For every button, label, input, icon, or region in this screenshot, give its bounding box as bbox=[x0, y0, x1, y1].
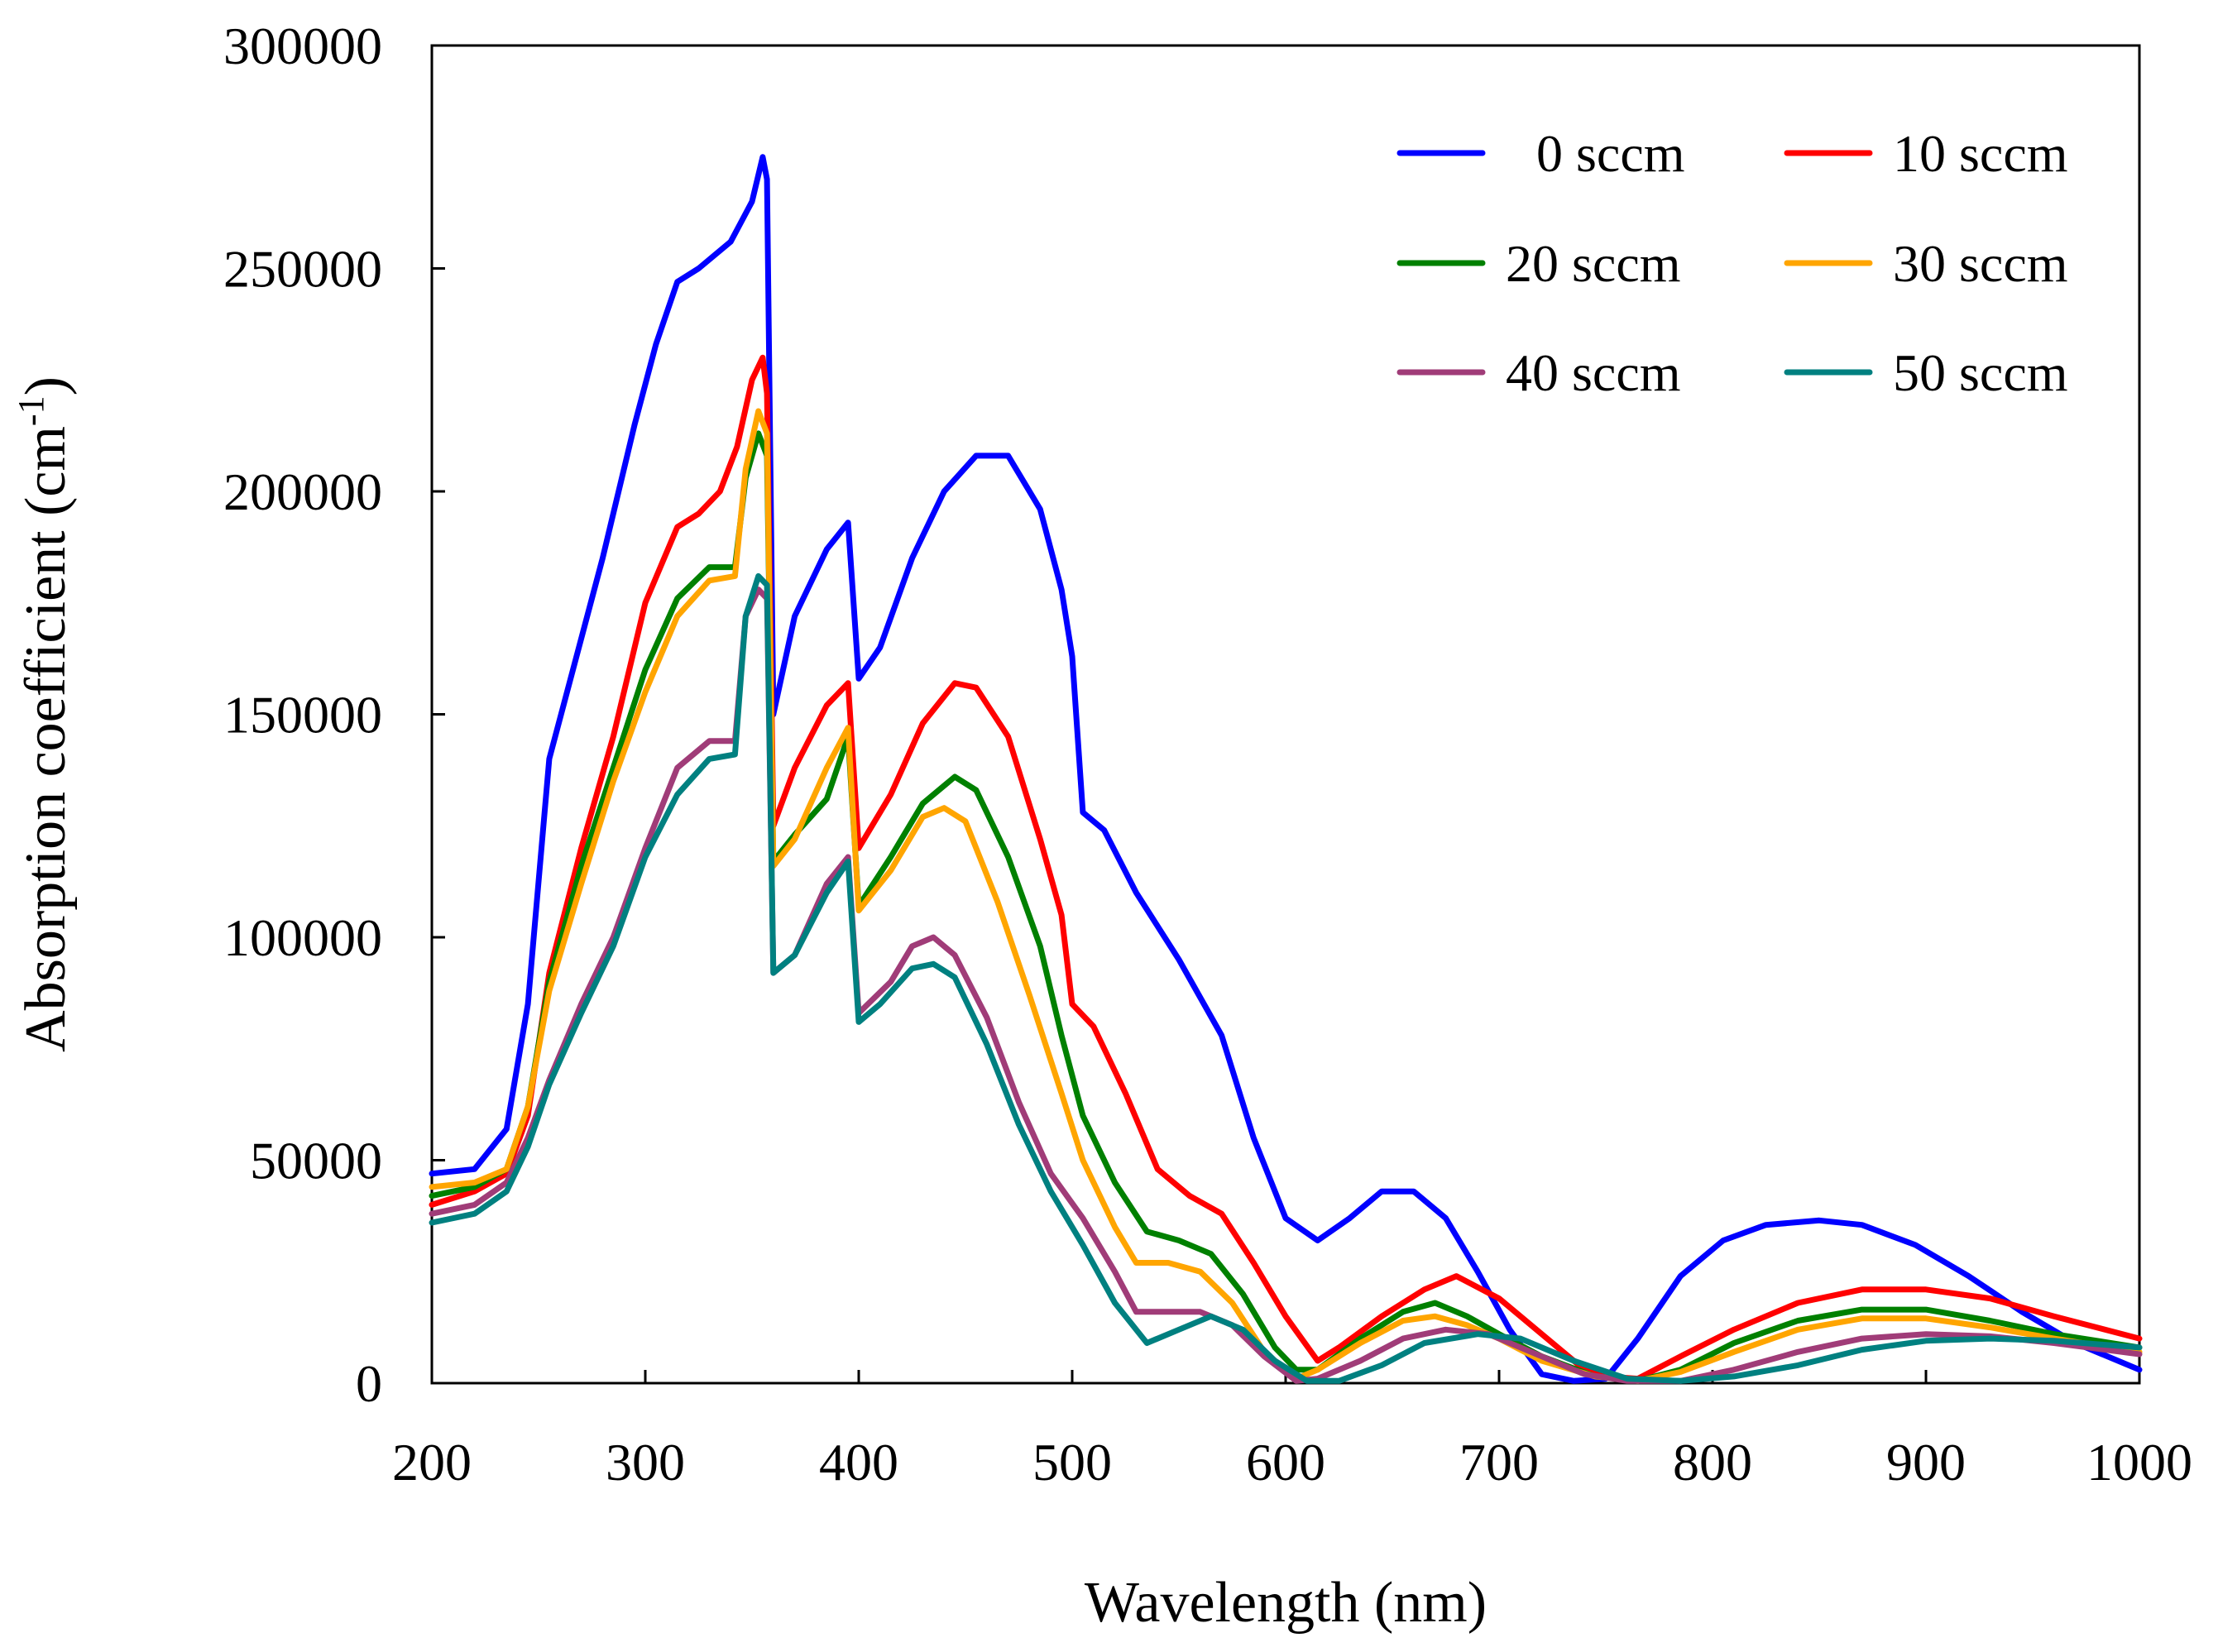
y-tick-label: 50000 bbox=[250, 1132, 382, 1190]
y-axis-title-main: Absorption coefficient (cm bbox=[14, 426, 78, 1052]
x-axis: 200 300 400 500 600 700 800 900 1000 bbox=[392, 1370, 2192, 1492]
y-axis: 0 50000 100000 150000 200000 250000 300000 bbox=[223, 17, 445, 1413]
legend-label: 40 sccm bbox=[1506, 343, 1681, 402]
series-layer bbox=[429, 154, 2143, 1384]
y-tick-label: 200000 bbox=[223, 462, 382, 521]
y-axis-title-superscript: -1 bbox=[11, 395, 51, 426]
legend-label: 30 sccm bbox=[1893, 234, 2068, 293]
x-tick-label: 500 bbox=[1032, 1433, 1112, 1492]
series-line-0-sccm bbox=[429, 154, 2143, 1384]
x-axis-title: Wavelength (nm) bbox=[1085, 1571, 1487, 1635]
legend-label: 50 sccm bbox=[1893, 343, 2068, 402]
plot-frame bbox=[430, 44, 2141, 1385]
y-tick-label: 150000 bbox=[223, 686, 382, 745]
series-line-40-sccm bbox=[429, 587, 2143, 1384]
x-tick-label: 400 bbox=[819, 1433, 898, 1492]
x-tick-label: 800 bbox=[1673, 1433, 1752, 1492]
x-tick-label: 700 bbox=[1459, 1433, 1539, 1492]
x-tick-label: 300 bbox=[606, 1433, 685, 1492]
x-tick-label: 200 bbox=[392, 1433, 472, 1492]
plot-area: 200 300 400 500 600 700 800 900 1000 0 50000 10000… bbox=[223, 17, 2192, 1492]
y-axis-title: Absorption coefficient (cm-1) bbox=[11, 376, 78, 1052]
x-tick-label: 900 bbox=[1886, 1433, 1966, 1492]
x-tick-label: 600 bbox=[1246, 1433, 1325, 1492]
legend: 0 sccm 10 sccm 20 sccm 30 sccm 40 sccm 50 scc… bbox=[1396, 124, 2068, 402]
legend-label: 0 sccm bbox=[1536, 124, 1685, 183]
y-axis-title-close: ) bbox=[14, 376, 78, 395]
legend-label: 10 sccm bbox=[1893, 124, 2068, 183]
x-tick-label: 1000 bbox=[2086, 1433, 2192, 1492]
y-tick-label: 250000 bbox=[223, 240, 382, 299]
series-line-20-sccm bbox=[429, 430, 2143, 1384]
y-tick-label: 0 bbox=[356, 1354, 382, 1413]
y-tick-label: 300000 bbox=[223, 17, 382, 75]
series-line-50-sccm bbox=[429, 572, 2143, 1384]
y-tick-label: 100000 bbox=[223, 908, 382, 967]
series-line-10-sccm bbox=[429, 354, 2143, 1382]
legend-label: 20 sccm bbox=[1506, 234, 1681, 293]
